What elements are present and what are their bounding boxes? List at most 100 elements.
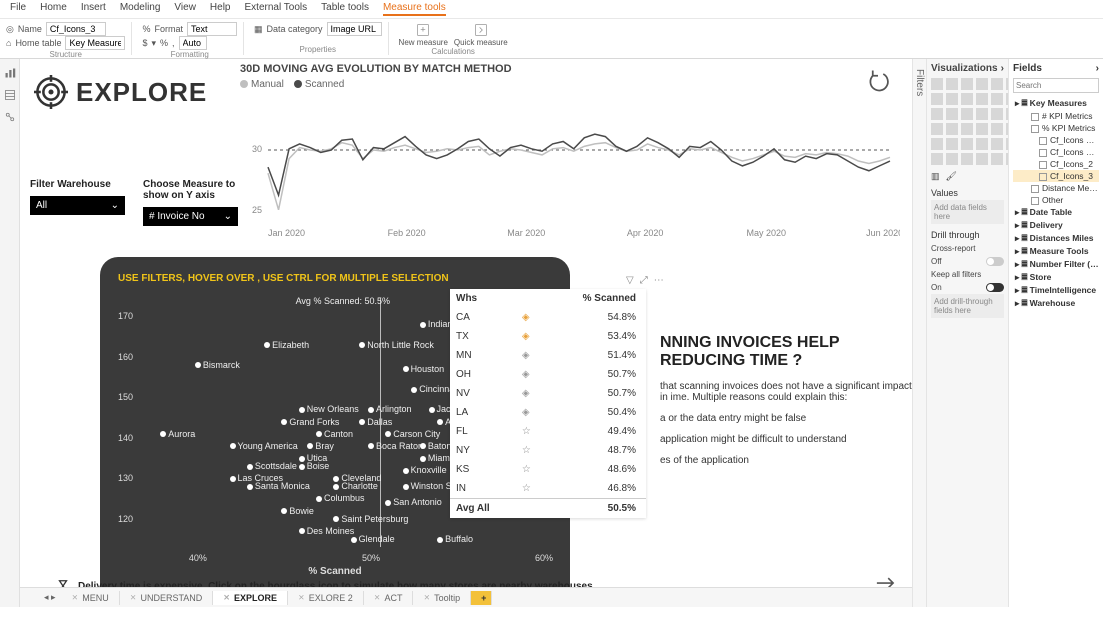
visual-type-icon[interactable] [991,123,1003,135]
visual-type-icon[interactable] [946,78,958,90]
city-point[interactable]: Charlotte [333,481,378,491]
table-row[interactable]: MN◈51.4% [450,346,646,365]
city-point[interactable]: North Little Rock [359,340,434,350]
visual-type-icon[interactable] [961,78,973,90]
city-point[interactable]: Boca Raton [368,441,423,451]
visual-type-icon[interactable] [976,108,988,120]
data-view-icon[interactable] [4,89,16,101]
collapse-icon[interactable]: › [1001,63,1004,74]
visual-picker[interactable] [931,78,1004,165]
city-point[interactable]: Miami [420,453,452,463]
visual-type-icon[interactable] [931,123,943,135]
city-point[interactable]: Scottsdale [247,461,297,471]
visual-type-icon[interactable] [946,93,958,105]
table-node[interactable]: ▸ 𝄜 Measure Tools [1013,245,1099,258]
visual-type-icon[interactable] [931,108,943,120]
percent-button[interactable]: % [160,38,168,48]
city-point[interactable]: Dallas [359,417,392,427]
city-point[interactable]: Des Moines [299,526,355,536]
filter-icon[interactable]: ▽ [626,275,634,286]
table-node[interactable]: ▸ 𝄜 Store [1013,271,1099,284]
format-input[interactable] [187,22,237,36]
menu-external-tools[interactable]: External Tools [245,2,308,16]
table-row[interactable]: NY☆48.7% [450,441,646,460]
field-node[interactable]: Distance Metrics [1013,182,1099,194]
page-tab-understand[interactable]: ⨯UNDERSTAND [120,591,214,605]
comma-button[interactable]: , [172,38,175,48]
table-node[interactable]: ▸ 𝄜 Number Filter (Miles) [1013,258,1099,271]
field-node[interactable]: Cf_Icons Unichar [1013,134,1099,146]
line-chart[interactable]: 30D MOVING AVG EVOLUTION BY MATCH METHOD… [240,63,900,253]
menu-file[interactable]: File [10,2,26,16]
city-point[interactable]: Carson City [385,429,440,439]
city-point[interactable]: New Orleans [299,404,359,414]
visual-type-icon[interactable] [991,138,1003,150]
city-point[interactable]: Columbus [316,493,365,503]
table-row[interactable]: LA◈50.4% [450,403,646,422]
undo-button[interactable] [864,67,892,98]
visual-type-icon[interactable] [931,78,943,90]
table-row[interactable]: KS☆48.6% [450,460,646,479]
collapse-icon[interactable]: › [1096,63,1099,74]
page-tab-explore[interactable]: ⨯EXPLORE [213,591,288,605]
menu-view[interactable]: View [174,2,196,16]
menu-insert[interactable]: Insert [81,2,106,16]
city-point[interactable]: Houston [403,364,445,374]
table-row[interactable]: TX◈53.4% [450,327,646,346]
fields-search-input[interactable] [1013,78,1099,93]
cross-report-toggle[interactable] [986,257,1004,266]
quick-measure-button[interactable]: Quick measure [454,22,508,47]
page-tab-exlore 2[interactable]: ⨯EXLORE 2 [288,591,364,605]
table-node[interactable]: ▸ 𝄜 Warehouse [1013,297,1099,310]
visual-type-icon[interactable] [976,138,988,150]
measure-dropdown[interactable]: # Invoice No⌄ [143,207,238,226]
field-node[interactable]: Cf_Icons_2 [1013,158,1099,170]
city-point[interactable]: Canton [316,429,353,439]
city-point[interactable]: Saint Petersburg [333,514,408,524]
visual-type-icon[interactable] [976,153,988,165]
visual-type-icon[interactable] [991,153,1003,165]
table-row[interactable]: FL☆49.4% [450,422,646,441]
fields-tab-icon[interactable]: ▥ [931,171,940,182]
table-node[interactable]: ▸ 𝄜 Distances Miles [1013,232,1099,245]
page-tab-menu[interactable]: ⨯MENU [62,591,120,605]
visual-type-icon[interactable] [961,153,973,165]
visual-type-icon[interactable] [991,108,1003,120]
table-row[interactable]: CA◈54.8% [450,308,646,327]
city-point[interactable]: Glendale [351,534,395,544]
visual-type-icon[interactable] [976,93,988,105]
more-icon[interactable]: ⋯ [654,275,664,286]
city-point[interactable]: Bismarck [195,360,240,370]
add-page-button[interactable]: + [471,591,492,605]
field-node[interactable]: Cf_Icons Unicode [1013,146,1099,158]
city-point[interactable]: Young America [230,441,298,451]
visual-type-icon[interactable] [961,93,973,105]
decimals-input[interactable] [179,36,207,50]
hometable-input[interactable] [65,36,125,50]
visual-type-icon[interactable] [931,138,943,150]
page-tab-tooltip[interactable]: ⨯Tooltip [413,591,471,605]
focus-icon[interactable]: ⤢ [640,275,648,286]
city-point[interactable]: Bowie [281,506,314,516]
visual-type-icon[interactable] [961,123,973,135]
field-node[interactable]: Other [1013,194,1099,206]
city-point[interactable]: San Antonio [385,497,442,507]
visual-type-icon[interactable] [931,153,943,165]
datacat-input[interactable] [327,22,382,36]
visual-type-icon[interactable] [976,123,988,135]
city-point[interactable]: Santa Monica [247,481,310,491]
city-point[interactable]: Aurora [160,429,195,439]
visual-type-icon[interactable] [961,108,973,120]
page-tab-act[interactable]: ⨯ACT [364,591,414,605]
city-point[interactable]: Arlington [368,404,412,414]
field-node[interactable]: Cf_Icons_3 [1013,170,1099,182]
table-row[interactable]: OH◈50.7% [450,365,646,384]
visual-type-icon[interactable] [946,123,958,135]
visual-type-icon[interactable] [961,138,973,150]
menu-measure-tools[interactable]: Measure tools [383,2,446,16]
table-node[interactable]: ▸ 𝄜 TimeIntelligence [1013,284,1099,297]
table-node[interactable]: ▸ 𝄜 Key Measures [1013,97,1099,110]
city-point[interactable]: Boise [299,461,330,471]
warehouse-dropdown[interactable]: All⌄ [30,196,125,215]
table-row[interactable]: IN☆46.8% [450,479,646,499]
